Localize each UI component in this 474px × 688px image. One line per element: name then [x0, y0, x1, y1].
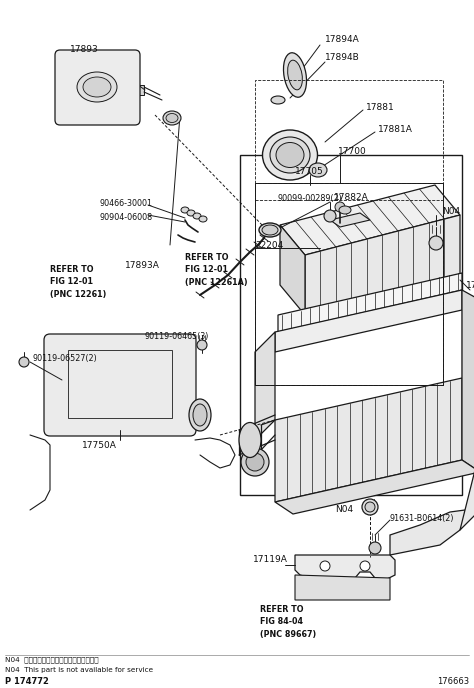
Polygon shape: [305, 215, 460, 315]
Ellipse shape: [77, 72, 117, 102]
Text: (PNC 89667): (PNC 89667): [260, 630, 316, 638]
Text: 90119-06465(3): 90119-06465(3): [145, 332, 210, 341]
Polygon shape: [295, 555, 395, 580]
Text: 90904-06008: 90904-06008: [100, 213, 153, 222]
Circle shape: [429, 236, 443, 250]
Polygon shape: [462, 290, 474, 472]
Ellipse shape: [339, 206, 351, 214]
Polygon shape: [390, 510, 465, 555]
Text: REFER TO: REFER TO: [260, 605, 303, 614]
Circle shape: [19, 357, 29, 367]
Bar: [255, 183, 443, 385]
Text: 17893A: 17893A: [125, 261, 160, 270]
Text: 176663: 176663: [437, 678, 469, 687]
Text: 17893: 17893: [70, 45, 99, 54]
Polygon shape: [280, 225, 305, 315]
Text: 17894B: 17894B: [325, 52, 360, 61]
Text: FIG 84-04: FIG 84-04: [260, 618, 303, 627]
Text: 17894A: 17894A: [325, 36, 360, 45]
Ellipse shape: [262, 225, 278, 235]
Ellipse shape: [259, 223, 281, 237]
Text: 91631-B0614(2): 91631-B0614(2): [390, 513, 455, 522]
Ellipse shape: [193, 213, 201, 219]
Polygon shape: [280, 185, 460, 255]
Circle shape: [362, 499, 378, 515]
Polygon shape: [460, 465, 474, 530]
Text: (PNC 12261A): (PNC 12261A): [185, 277, 247, 286]
Ellipse shape: [163, 111, 181, 125]
Bar: [255, 183, 443, 385]
Text: 22204: 22204: [255, 241, 283, 250]
Polygon shape: [275, 378, 462, 502]
Bar: [68, 350, 172, 418]
Text: 17881A: 17881A: [378, 125, 413, 133]
Text: 90466-30001: 90466-30001: [100, 199, 153, 208]
Circle shape: [335, 202, 345, 212]
Ellipse shape: [309, 163, 327, 177]
Ellipse shape: [283, 53, 307, 97]
Circle shape: [365, 502, 375, 512]
Ellipse shape: [187, 210, 195, 216]
Ellipse shape: [276, 142, 304, 167]
Text: 90119-06527(2): 90119-06527(2): [33, 354, 98, 363]
Ellipse shape: [263, 130, 318, 180]
Text: (PNC 12261): (PNC 12261): [50, 290, 106, 299]
Text: P 174772: P 174772: [5, 678, 49, 687]
Ellipse shape: [189, 399, 211, 431]
Ellipse shape: [241, 448, 269, 476]
Text: 90099-00289(2): 90099-00289(2): [278, 193, 343, 202]
Text: 17882A: 17882A: [334, 193, 369, 202]
Polygon shape: [255, 332, 275, 440]
Ellipse shape: [271, 96, 285, 104]
Polygon shape: [275, 290, 462, 352]
Circle shape: [324, 210, 336, 222]
Bar: [255, 80, 443, 200]
Polygon shape: [295, 575, 390, 600]
FancyBboxPatch shape: [55, 50, 140, 125]
Text: 17881: 17881: [366, 103, 395, 111]
Circle shape: [369, 542, 381, 554]
FancyBboxPatch shape: [44, 334, 196, 436]
Polygon shape: [278, 273, 462, 332]
Text: REFER TO: REFER TO: [185, 253, 228, 263]
Polygon shape: [275, 460, 474, 514]
Text: 17750A: 17750A: [82, 440, 117, 449]
Ellipse shape: [166, 114, 178, 122]
Bar: [304, 147, 316, 157]
Text: 17801: 17801: [466, 281, 474, 290]
Text: N04: N04: [442, 208, 460, 217]
Bar: [132, 85, 144, 95]
Circle shape: [320, 561, 330, 571]
Ellipse shape: [199, 216, 207, 222]
Polygon shape: [330, 213, 370, 227]
Ellipse shape: [239, 422, 261, 458]
Circle shape: [360, 561, 370, 571]
Text: N04: N04: [335, 506, 353, 515]
Text: 17119A: 17119A: [253, 555, 288, 563]
Bar: [240, 155, 462, 495]
Text: N04  この部品については補給していません: N04 この部品については補給していません: [5, 656, 99, 663]
Ellipse shape: [246, 453, 264, 471]
Ellipse shape: [288, 60, 302, 90]
Text: FIG 12-01: FIG 12-01: [185, 266, 228, 275]
Text: REFER TO: REFER TO: [50, 266, 93, 275]
Ellipse shape: [270, 137, 310, 173]
Text: FIG 12-01: FIG 12-01: [50, 277, 93, 286]
Ellipse shape: [193, 404, 207, 426]
Text: 17705: 17705: [295, 167, 324, 177]
Ellipse shape: [83, 77, 111, 97]
Text: N04  This part is not available for service: N04 This part is not available for servi…: [5, 667, 153, 673]
Circle shape: [197, 340, 207, 350]
Text: 17700: 17700: [338, 147, 367, 156]
Ellipse shape: [181, 207, 189, 213]
